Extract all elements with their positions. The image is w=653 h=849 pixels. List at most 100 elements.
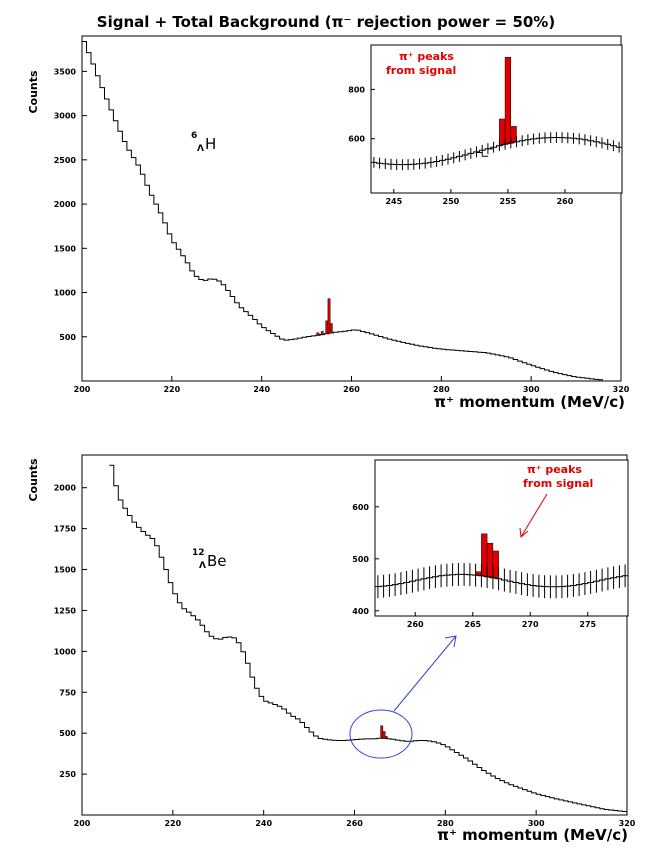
top-y-tick-label-2000: 2000 [54, 200, 77, 209]
bottom-nucleus-mass: 12 [192, 548, 205, 558]
bottom-x-tick-label-200: 200 [74, 819, 91, 828]
bottom-y-tick-label-250: 250 [59, 770, 76, 779]
bottom-inset-signal-bar-2 [486, 542, 494, 578]
top-nucleus-mass: 6 [191, 131, 197, 141]
top-xlabel: π⁺ momentum (MeV/c) [434, 393, 625, 411]
top-signal-bar-3 [325, 320, 329, 334]
top-inset-y-tick-label-600: 600 [348, 135, 365, 144]
top-inset-signal-bar-1 [481, 155, 489, 157]
zoom-arrow [393, 635, 457, 712]
top-inset-signal-bar-3 [499, 118, 506, 146]
top-signal-bar-0 [316, 332, 320, 336]
top-inset-annotation-line2: from signal [386, 64, 456, 77]
bottom-y-tick-label-500: 500 [59, 729, 76, 738]
top-inset-signal-bar-5 [510, 126, 517, 143]
bottom-y-tick-label-1000: 1000 [54, 647, 77, 656]
bottom-signal-bar-1 [382, 731, 386, 739]
bottom-inset-x-ticks: 260 265 270 275 [407, 612, 597, 629]
bottom-x-tick-label-280: 280 [437, 819, 454, 828]
top-y-tick-label-1000: 1000 [54, 289, 77, 298]
top-inset-annotation-line1: π⁺ peaks [399, 50, 454, 63]
top-inset-y-ticks: 600 800 [348, 85, 375, 144]
bottom-nucleus-label: 12 Λ Be [192, 548, 227, 571]
bottom-inset-annotation-line1: π⁺ peaks [527, 463, 582, 476]
bottom-background-histogram [109, 464, 627, 812]
bottom-ylabel: Counts [27, 458, 40, 502]
bottom-inset-frame [374, 459, 629, 617]
bottom-inset-x-tick-label-265: 265 [464, 620, 481, 629]
top-signal-bar-4 [327, 298, 331, 334]
top-inset-signal-bar-4 [504, 57, 512, 144]
bottom-y-tick-label-2000: 2000 [54, 484, 77, 493]
bottom-inset-y-ticks: 400 500 600 [352, 503, 379, 616]
bottom-inset-annotation-line2: from signal [523, 477, 593, 490]
top-inset-x-tick-label-245: 245 [385, 197, 402, 206]
bottom-nucleus-symbol: Be [207, 552, 227, 570]
top-nucleus-label: 6 Λ H [191, 131, 216, 154]
bottom-inset-x-tick-label-260: 260 [407, 620, 424, 629]
top-y-tick-label-500: 500 [59, 333, 76, 342]
top-y-tick-label-2500: 2500 [54, 156, 77, 165]
bottom-y-tick-label-1500: 1500 [54, 566, 77, 575]
top-x-tick-label-240: 240 [253, 385, 270, 394]
figure-title: Signal + Total Background (π⁻ rejection … [97, 13, 555, 31]
bottom-inset-error-bars [377, 563, 626, 599]
bottom-x-tick-label-320: 320 [619, 819, 636, 828]
top-x-ticks: 200 220 240 260 280 300 320 [74, 376, 630, 394]
top-background-histogram [82, 41, 603, 381]
bottom-y-ticks: 250 500 750 1000 1250 1500 1750 2000 [54, 484, 87, 779]
top-y-ticks: 500 1000 1500 2000 2500 3000 3500 [54, 67, 87, 342]
bottom-inset-signal-bar-3 [492, 550, 499, 579]
top-inset: π⁺ peaks from signal 245 250 255 260 600 800 [348, 44, 623, 206]
bottom-y-tick-label-750: 750 [59, 688, 76, 697]
top-signal-bar-5 [329, 323, 333, 334]
top-signal-bar-1 [318, 333, 322, 336]
bottom-signal-bar-2 [384, 736, 388, 739]
bottom-inset-y-tick-label-600: 600 [352, 503, 369, 512]
top-nucleus-sub: Λ [197, 144, 204, 154]
top-inset-frame [370, 44, 623, 194]
bottom-inset-signal-bar-1 [481, 533, 488, 577]
bottom-inset-x-tick-label-275: 275 [579, 620, 596, 629]
bottom-signal-peaks [380, 725, 388, 739]
zoom-arrow-head [444, 635, 457, 648]
top-panel: Counts π⁺ momentum (MeV/c) 6 Λ H 200 220 2… [27, 35, 630, 411]
bottom-signal-bar-0 [380, 725, 384, 739]
bottom-x-tick-label-260: 260 [346, 819, 363, 828]
bottom-x-tick-label-220: 220 [164, 819, 181, 828]
bottom-inset-y-tick-label-500: 500 [352, 555, 369, 564]
top-x-tick-label-300: 300 [523, 385, 540, 394]
top-inset-y-tick-label-800: 800 [348, 85, 365, 94]
top-signal-peaks [316, 298, 333, 336]
bottom-inset-annotation-arrow-head [519, 527, 529, 538]
top-nucleus-symbol: H [205, 135, 216, 153]
top-y-tick-label-3000: 3000 [54, 112, 77, 121]
top-x-tick-label-220: 220 [163, 385, 180, 394]
bottom-x-tick-label-240: 240 [255, 819, 272, 828]
top-inset-x-ticks: 245 250 255 260 [385, 189, 574, 206]
top-ylabel: Counts [27, 70, 40, 114]
bottom-inset-x-tick-label-270: 270 [522, 620, 539, 629]
zoom-circle [349, 709, 413, 759]
top-inset-x-tick-label-255: 255 [500, 197, 517, 206]
top-inset-x-tick-label-250: 250 [443, 197, 460, 206]
top-y-tick-label-3500: 3500 [54, 67, 77, 76]
bottom-x-ticks: 200 220 240 260 280 300 320 [74, 810, 636, 828]
bottom-inset: π⁺ peaks from signal 260 265 270 275 400 500… [352, 459, 629, 629]
bottom-xlabel: π⁺ momentum (MeV/c) [437, 826, 628, 844]
bottom-y-tick-label-1750: 1750 [54, 525, 77, 534]
top-x-tick-label-260: 260 [343, 385, 360, 394]
top-x-tick-label-320: 320 [613, 385, 630, 394]
bottom-inset-annotation-arrow [520, 493, 548, 538]
bottom-x-tick-label-300: 300 [528, 819, 545, 828]
bottom-inset-y-tick-label-400: 400 [352, 607, 369, 616]
top-inset-error-bars [373, 132, 620, 171]
top-x-tick-label-200: 200 [74, 385, 91, 394]
bottom-y-tick-label-1250: 1250 [54, 606, 77, 615]
top-inset-x-tick-label-260: 260 [557, 197, 574, 206]
top-signal-bar-2 [320, 331, 324, 335]
top-y-tick-label-1500: 1500 [54, 244, 77, 253]
top-x-tick-label-280: 280 [433, 385, 450, 394]
bottom-panel: Counts π⁺ momentum (MeV/c) 12 Λ Be 200 22… [27, 454, 636, 844]
